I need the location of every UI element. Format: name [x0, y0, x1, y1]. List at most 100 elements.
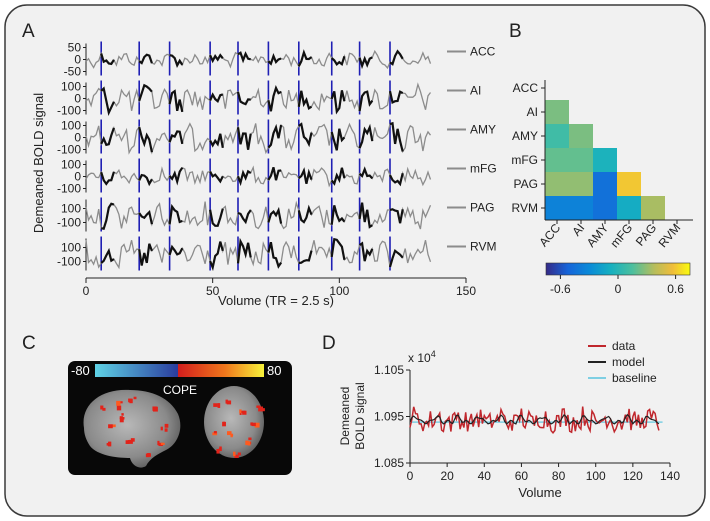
cope-scale-label: COPE	[163, 383, 197, 397]
y-tick-label: 1.085	[374, 456, 404, 470]
row-label: mFG	[470, 162, 497, 176]
row-y-tick-label: 0	[74, 131, 81, 145]
x-tick-label: 40	[478, 469, 492, 483]
stimulus-response-segment	[297, 49, 313, 67]
colorbar-tick-label: 0.6	[667, 282, 684, 296]
activation-voxel	[216, 449, 220, 454]
legend-label-model: model	[612, 355, 645, 369]
activation-voxel	[217, 403, 221, 408]
matrix-row-label: ACC	[513, 81, 539, 95]
stimulus-response-segment	[100, 202, 115, 230]
stimulus-response-segment	[267, 206, 283, 224]
stimulus-response-segment	[298, 250, 313, 265]
stimulus-response-segment	[298, 167, 313, 184]
model-series-line	[409, 413, 660, 425]
stimulus-response-segment	[389, 172, 404, 187]
row-y-tick-label: -100	[57, 143, 81, 157]
row-y-tick-label: 100	[61, 241, 81, 255]
correlation-cell	[545, 124, 569, 148]
panel-c-letter: C	[22, 333, 36, 354]
stimulus-response-segment	[236, 169, 252, 187]
stimulus-response-segment	[100, 127, 115, 147]
activation-voxel	[158, 442, 163, 447]
stimulus-response-segment	[330, 128, 346, 151]
row-y-tick-label: -100	[57, 104, 81, 118]
row-label: PAG	[470, 201, 494, 215]
row-y-tick-label: -50	[64, 65, 82, 79]
stimulus-response-segment	[330, 237, 346, 261]
activation-voxel	[152, 406, 157, 411]
cope-scale-positive	[178, 364, 264, 377]
activation-voxel	[111, 424, 116, 428]
matrix-row-label: AI	[527, 105, 538, 119]
correlation-cell	[545, 100, 569, 124]
correlation-cell	[545, 196, 569, 220]
correlation-cell	[545, 148, 569, 172]
stimulus-response-segment	[168, 167, 184, 186]
stimulus-response-segment	[100, 247, 115, 264]
stimulus-response-segment	[138, 173, 153, 187]
row-y-tick-label: 50	[68, 41, 82, 55]
row-y-tick-label: 100	[61, 158, 81, 172]
panel-b-colorbar	[545, 262, 691, 276]
legend-label-baseline: baseline	[612, 371, 657, 385]
axial-brain-image	[204, 386, 264, 458]
correlation-cell	[569, 124, 593, 148]
colorbar-tick-label: -0.6	[550, 282, 571, 296]
correlation-cell	[617, 196, 641, 220]
stimulus-response-segment	[237, 209, 252, 225]
activation-voxel	[116, 405, 122, 411]
stimulus-response-segment	[236, 237, 252, 264]
activation-voxel	[233, 451, 236, 457]
y-tick-label: 1.095	[374, 410, 404, 424]
activation-voxel	[108, 441, 112, 446]
x-tick-label: 50	[206, 284, 220, 298]
stimulus-response-segment	[209, 92, 224, 103]
activation-voxel	[226, 400, 232, 405]
activation-voxel	[226, 431, 232, 436]
matrix-row-label: PAG	[514, 177, 538, 191]
correlation-cell	[617, 172, 641, 196]
stimulus-response-segment	[267, 53, 282, 66]
stimulus-response-segment	[209, 133, 224, 148]
x-tick-label: 0	[407, 469, 414, 483]
timeseries-row-rvm: 100-100 RVM	[57, 236, 496, 272]
activation-voxel	[218, 448, 222, 451]
stimulus-response-segment	[267, 166, 282, 181]
legend-label-data: data	[612, 339, 636, 353]
stimulus-response-segment	[138, 83, 153, 102]
stimulus-response-segment	[389, 208, 404, 224]
stimulus-response-segment	[267, 123, 283, 149]
activation-voxel	[248, 437, 252, 441]
activation-voxel	[251, 422, 256, 427]
cope-scale-min: -80	[71, 363, 90, 378]
stimulus-response-segment	[209, 208, 224, 227]
stimulus-response-segment	[388, 248, 404, 268]
activation-voxel	[108, 424, 113, 429]
stimulus-response-segment	[358, 123, 374, 149]
matrix-row-label: mFG	[511, 153, 538, 167]
x-tick-label: 140	[660, 469, 680, 483]
stimulus-response-segment	[330, 167, 346, 186]
panel-d-ylabel-line1: Demeaned	[338, 387, 352, 446]
stimulus-response-segment	[138, 243, 153, 266]
row-y-tick-label: -100	[57, 216, 81, 230]
panel-a-rows: 500-50ACC1000-100AI1000-100AMY1000-100mF…	[57, 41, 497, 272]
stimulus-response-segment	[100, 86, 115, 117]
x-tick-label: 120	[623, 469, 643, 483]
matrix-row-label: AMY	[512, 129, 538, 143]
cope-scale-max: 80	[267, 363, 281, 378]
panel-a-x-ticks: 0 50 100 150	[83, 278, 476, 298]
panel-c-activation-blobs	[100, 396, 265, 458]
correlation-cell	[593, 172, 617, 196]
panel-b-cells	[545, 100, 665, 220]
cope-scale-negative	[95, 364, 178, 377]
stimulus-response-segment	[168, 130, 184, 145]
row-label: ACC	[470, 45, 496, 59]
activation-voxel	[230, 433, 233, 438]
panel-d-model-fit: D Demeaned BOLD signal x 104 1.1051.0951…	[322, 333, 680, 500]
activation-voxel	[145, 453, 150, 458]
activation-voxel	[237, 452, 241, 456]
